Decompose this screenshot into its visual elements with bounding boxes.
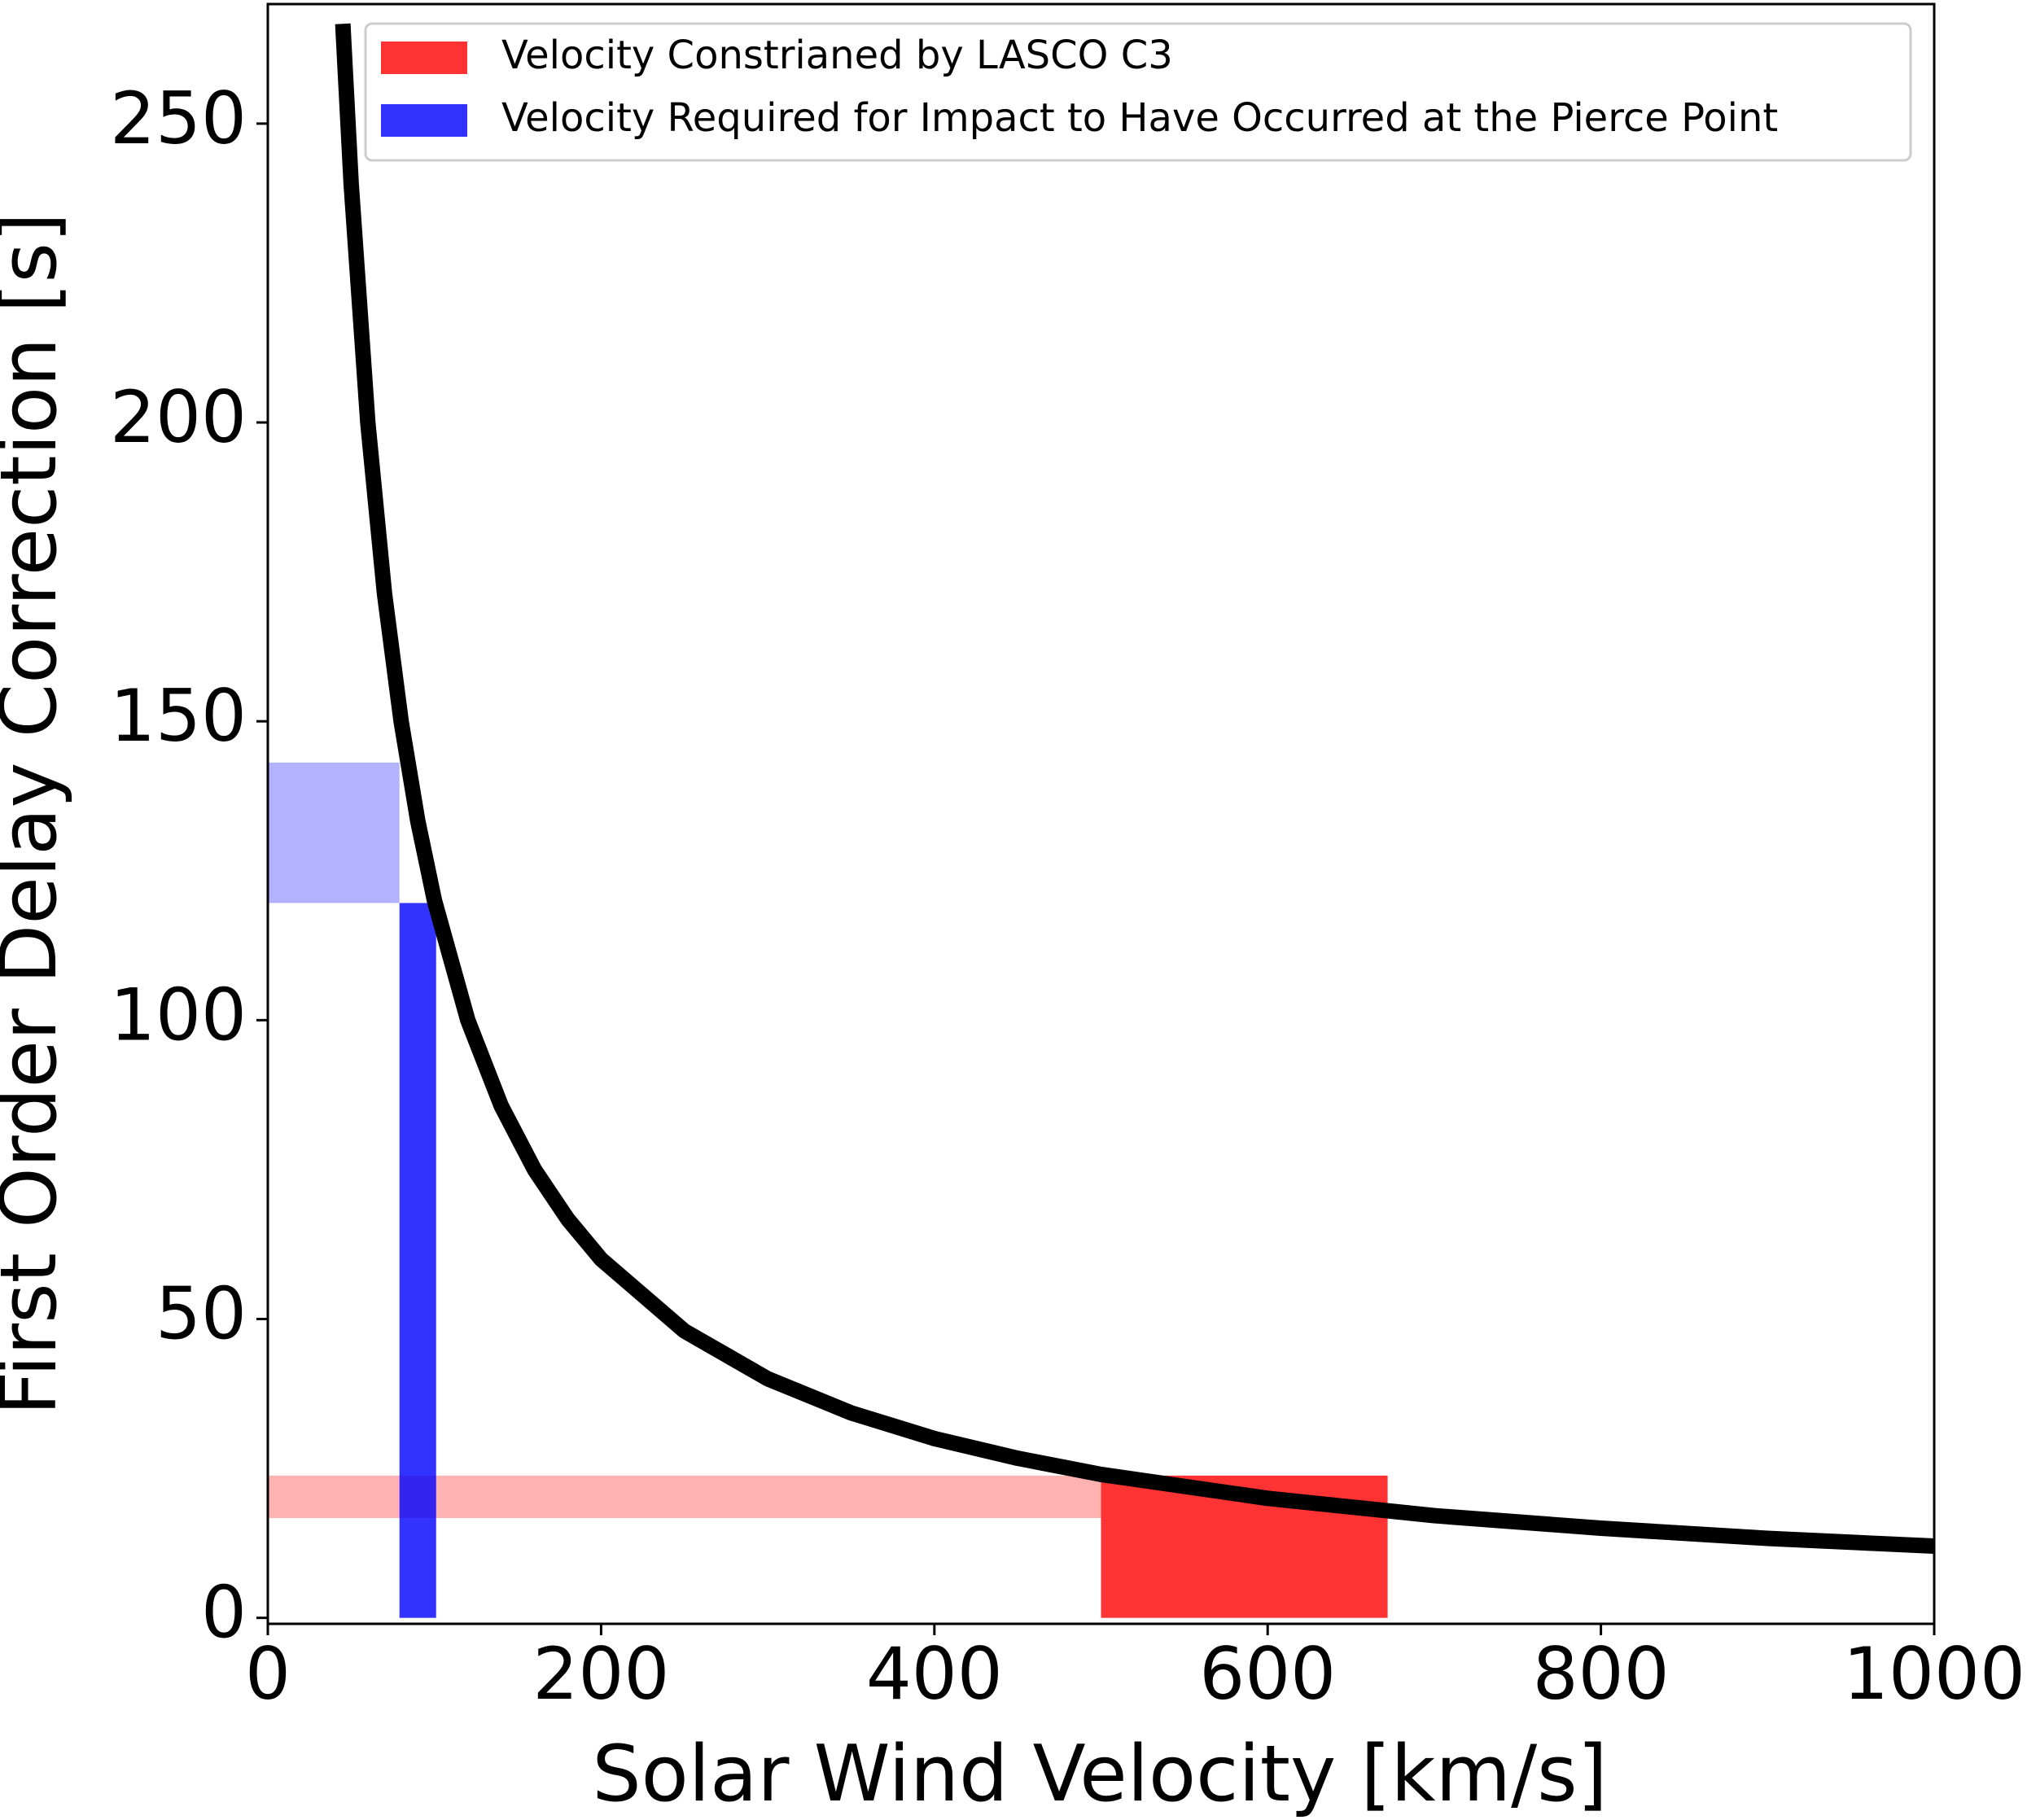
plot-area — [268, 23, 1934, 1618]
axes: 0 200 400 600 800 1000 0 50 100 150 200 250 Velocity… — [110, 2, 2025, 1716]
region-band — [268, 762, 400, 903]
legend-swatch — [381, 42, 467, 74]
y-tick-label: 250 — [110, 77, 247, 160]
y-axis-label: First Order Delay Correction [s] — [0, 212, 74, 1415]
y-tick-label: 150 — [110, 674, 247, 758]
x-axis-label: Solar Wind Velocity [km/s] — [592, 1730, 1607, 1819]
legend-label: Velocity Required for Impact to Have Occ… — [501, 95, 1778, 141]
y-tick-label: 200 — [110, 375, 247, 459]
x-tick-label: 800 — [1533, 1632, 1670, 1716]
legend-swatch — [381, 104, 467, 137]
x-tick-label: 1000 — [1843, 1632, 2025, 1716]
legend-frame — [364, 22, 1912, 162]
region-bar — [399, 903, 436, 1618]
legend-label: Velocity Constrianed by LASCO C3 — [501, 33, 1173, 78]
x-tick-label: 600 — [1199, 1632, 1336, 1716]
y-tick-label: 100 — [110, 973, 247, 1057]
region-band — [268, 1475, 1101, 1519]
x-tick-label: 200 — [532, 1632, 669, 1716]
legend: Velocity Constrianed by LASCO C3 Velocity… — [364, 22, 1912, 162]
curve — [335, 23, 1934, 1555]
x-tick-label: 0 — [245, 1632, 291, 1716]
y-tick-label: 50 — [155, 1271, 247, 1355]
y-tick-label: 0 — [201, 1571, 247, 1655]
x-tick-label: 400 — [866, 1632, 1003, 1716]
plot-frame — [266, 2, 1936, 1625]
